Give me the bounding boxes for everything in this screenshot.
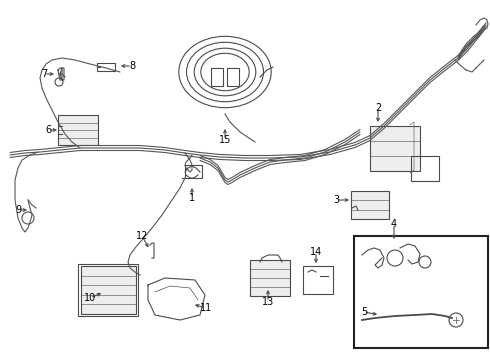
Text: 13: 13 (262, 297, 274, 307)
Text: 10: 10 (84, 293, 96, 303)
Text: 12: 12 (136, 231, 148, 241)
Text: 3: 3 (333, 195, 339, 205)
Text: 15: 15 (219, 135, 231, 145)
Bar (78, 264, 138, 316)
Bar (370, 126, 420, 171)
Bar (411, 156, 439, 180)
Bar (354, 236, 488, 348)
Text: 14: 14 (310, 247, 322, 257)
Text: 1: 1 (189, 193, 195, 203)
Bar (303, 266, 333, 294)
Bar (80, 266, 136, 314)
Text: 7: 7 (41, 69, 47, 79)
Bar (351, 191, 389, 219)
Text: 8: 8 (129, 61, 135, 71)
Text: 4: 4 (391, 219, 397, 229)
Text: 2: 2 (375, 103, 381, 113)
Bar (97, 63, 115, 71)
Text: 6: 6 (45, 125, 51, 135)
Bar (58, 115, 98, 145)
Bar (250, 260, 290, 296)
Text: 5: 5 (361, 307, 367, 317)
Bar (211, 68, 223, 86)
Bar (227, 68, 239, 86)
Text: 11: 11 (200, 303, 212, 313)
Text: 9: 9 (15, 205, 21, 215)
